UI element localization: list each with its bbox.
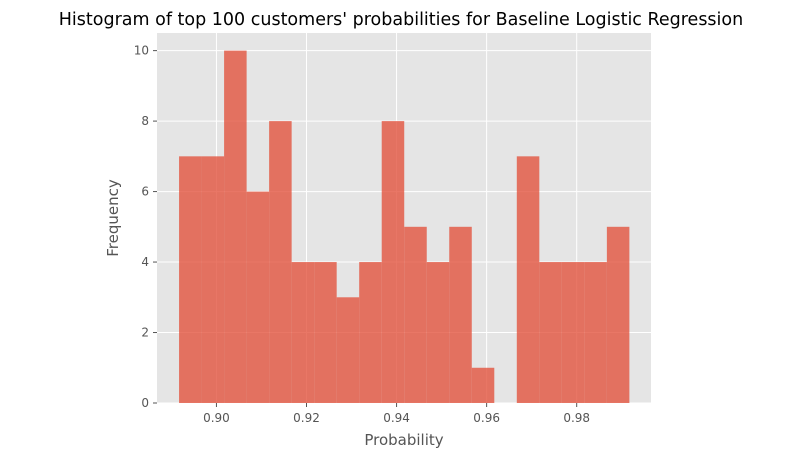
- histogram-bar: [449, 226, 472, 403]
- histogram-bar: [336, 297, 360, 403]
- histogram-bar: [471, 367, 495, 403]
- x-tick-label: 0.98: [563, 411, 590, 425]
- histogram-bar: [381, 121, 405, 403]
- histogram-bars: [179, 50, 630, 403]
- histogram-bar: [201, 156, 225, 403]
- chart-title: Histogram of top 100 customers' probabil…: [59, 10, 743, 30]
- x-tick-label: 0.90: [203, 411, 230, 425]
- histogram-bar: [269, 121, 292, 403]
- y-tick-label: 4: [141, 255, 149, 269]
- histogram-bar: [314, 262, 337, 403]
- x-tick-label: 0.96: [473, 411, 500, 425]
- histogram-bar: [179, 156, 202, 403]
- y-axis-ticks: 0 2 4 6 8 10: [134, 44, 157, 410]
- histogram-bar: [291, 262, 315, 403]
- x-tick-label: 0.92: [293, 411, 320, 425]
- y-tick-label: 2: [141, 326, 149, 340]
- y-axis-label: Frequency: [104, 179, 122, 257]
- y-tick-label: 6: [141, 185, 149, 199]
- histogram-bar: [359, 262, 382, 403]
- x-axis-label: Probability: [364, 431, 443, 449]
- histogram-bar: [516, 156, 540, 403]
- histogram-bar: [426, 262, 450, 403]
- y-tick-label: 8: [141, 114, 149, 128]
- histogram-bar: [246, 191, 270, 403]
- y-tick-label: 10: [134, 44, 149, 58]
- y-tick-label: 0: [141, 396, 149, 410]
- histogram-bar: [539, 262, 562, 403]
- histogram-bar: [606, 226, 630, 403]
- x-axis-ticks: 0.90 0.92 0.94 0.96 0.98: [203, 403, 590, 425]
- histogram-bar: [224, 50, 247, 403]
- histogram-bar: [561, 262, 585, 403]
- x-tick-label: 0.94: [383, 411, 410, 425]
- histogram-bar: [584, 262, 607, 403]
- histogram-bar: [404, 226, 427, 403]
